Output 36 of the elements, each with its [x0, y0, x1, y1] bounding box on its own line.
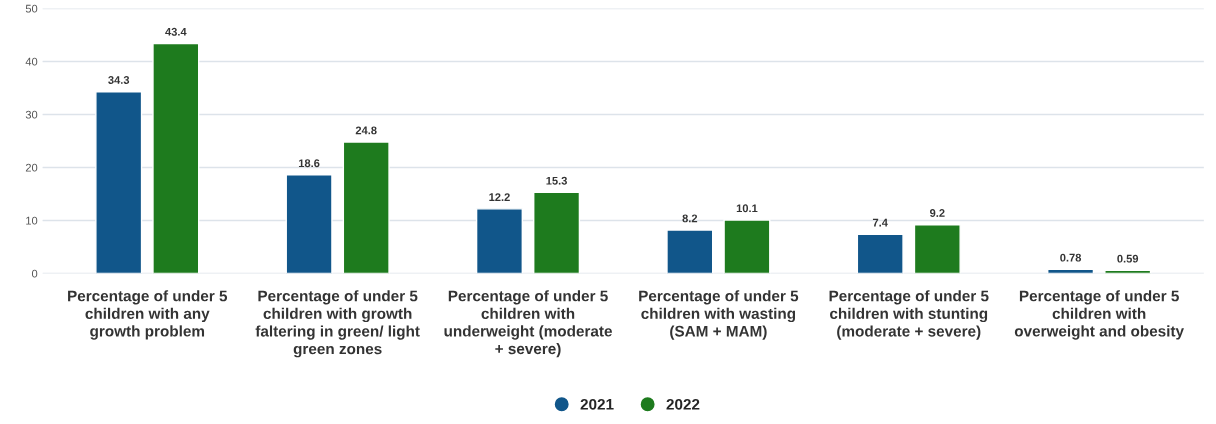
x-tick-label: Percentage of under 5 children with overweight and obesity: [1014, 290, 1184, 340]
x-tick-label: Percentage of under 5 children with wasting (SAM + MAM): [639, 290, 799, 340]
bar: [95, 90, 143, 274]
data-label: 18.6: [298, 159, 320, 168]
data-label: 7.4: [872, 218, 888, 227]
bar: [666, 229, 714, 274]
data-label: 43.4: [165, 27, 187, 36]
bar: [533, 191, 581, 274]
y-tick-label: 30: [25, 110, 38, 119]
data-label: 10.1: [736, 204, 758, 213]
bar: [152, 42, 200, 274]
bar: [285, 174, 333, 274]
bar: [913, 224, 961, 274]
y-tick-label: 40: [25, 57, 38, 66]
data-label: 0.59: [1117, 254, 1139, 263]
x-tick-label: Percentage of under 5 children with underweight (moderate + severe): [444, 290, 612, 358]
y-tick-label: 20: [25, 163, 38, 172]
legend-label: 2021: [580, 398, 614, 410]
data-label: 12.2: [489, 193, 510, 201]
data-label: 9.2: [929, 209, 945, 217]
data-label: 8.2: [682, 214, 698, 223]
y-tick-label: 50: [25, 4, 38, 13]
x-tick-label: Percentage of under 5 children with stunting (moderate + severe): [829, 290, 989, 340]
bar: [342, 141, 390, 274]
bar: [723, 219, 771, 274]
data-label: 24.8: [355, 126, 377, 135]
x-tick-label: Percentage of under 5 children with growth faltering in green/ light green zones: [255, 290, 420, 358]
data-label: 34.3: [108, 76, 130, 84]
y-tick-label: 10: [26, 216, 38, 225]
x-tick-label: Percentage of under 5 children with any growth problem: [68, 290, 228, 340]
legend-label: 2022: [666, 398, 700, 410]
bar: [856, 233, 904, 274]
data-label: 0.78: [1060, 253, 1082, 262]
y-tick-label: 0: [31, 269, 38, 278]
data-label: 15.3: [546, 176, 567, 185]
bar: [475, 208, 523, 274]
